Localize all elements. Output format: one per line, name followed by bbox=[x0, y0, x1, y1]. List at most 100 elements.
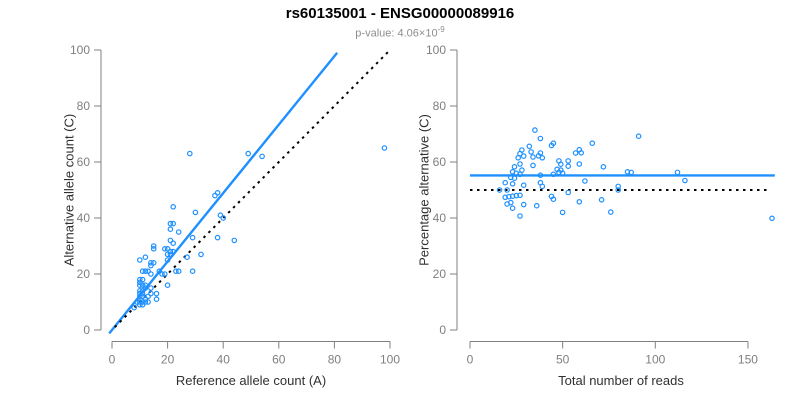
y-tick-label: 40 bbox=[77, 211, 91, 225]
data-point bbox=[674, 169, 681, 176]
right-y-axis-title: Percentage alternative (C) bbox=[416, 114, 432, 266]
data-point bbox=[220, 215, 227, 221]
data-point bbox=[175, 229, 182, 235]
data-point bbox=[137, 282, 143, 289]
y-tick-label: 40 bbox=[433, 211, 447, 225]
data-point bbox=[139, 293, 146, 300]
data-point bbox=[164, 282, 171, 289]
data-point bbox=[214, 190, 221, 196]
data-point bbox=[137, 279, 143, 286]
data-point bbox=[167, 248, 174, 255]
left-y-axis-title: Alternative allele count (C) bbox=[61, 113, 77, 267]
data-point bbox=[142, 299, 149, 305]
left-x-axis-title: Reference allele count (A) bbox=[175, 373, 327, 388]
data-point bbox=[142, 268, 149, 275]
data-point bbox=[139, 287, 146, 294]
data-point bbox=[148, 285, 154, 291]
data-point bbox=[173, 268, 179, 275]
data-point bbox=[139, 268, 146, 275]
data-point bbox=[628, 169, 635, 176]
chart-panel-0: 0 20 40 60 80 100 0 20 40 60 80 100 bbox=[70, 43, 400, 367]
data-point bbox=[137, 299, 143, 305]
data-point bbox=[142, 254, 149, 261]
y-tick-label: 80 bbox=[433, 99, 447, 113]
y-tick-label: 60 bbox=[433, 155, 447, 169]
data-point bbox=[142, 282, 149, 289]
data-point bbox=[139, 299, 146, 305]
y-tick-label: 60 bbox=[77, 155, 91, 169]
data-point bbox=[189, 234, 196, 241]
data-point bbox=[167, 237, 174, 244]
data-point bbox=[576, 199, 583, 205]
data-point bbox=[148, 290, 154, 297]
data-point bbox=[517, 213, 523, 219]
data-point bbox=[519, 147, 525, 153]
data-point bbox=[139, 301, 146, 308]
data-point bbox=[192, 209, 199, 216]
data-point bbox=[137, 293, 143, 300]
data-point bbox=[148, 262, 154, 269]
data-point bbox=[496, 187, 503, 193]
data-point bbox=[520, 201, 527, 208]
data-point bbox=[682, 177, 688, 184]
x-tick-label: 100 bbox=[380, 353, 400, 367]
data-point bbox=[504, 187, 510, 193]
data-point bbox=[150, 259, 157, 266]
data-point bbox=[187, 150, 193, 157]
x-tick-label: 50 bbox=[556, 353, 570, 367]
x-tick-label: 40 bbox=[217, 353, 231, 367]
data-point bbox=[189, 268, 196, 275]
data-point bbox=[167, 220, 174, 227]
right-x-axis-title: Total number of reads bbox=[558, 373, 684, 388]
data-point bbox=[139, 282, 146, 289]
data-point bbox=[769, 215, 775, 222]
data-point bbox=[537, 135, 544, 142]
data-point bbox=[159, 271, 165, 277]
data-point bbox=[572, 150, 579, 156]
data-point bbox=[517, 192, 523, 199]
y-tick-label: 100 bbox=[426, 43, 446, 57]
data-point bbox=[139, 290, 146, 297]
data-point bbox=[530, 154, 536, 160]
x-tick-label: 0 bbox=[109, 353, 116, 367]
data-point bbox=[502, 194, 509, 201]
data-point bbox=[164, 246, 171, 252]
data-point bbox=[624, 169, 631, 175]
data-point bbox=[550, 196, 557, 203]
data-point bbox=[615, 187, 622, 193]
data-point bbox=[539, 155, 546, 161]
data-point bbox=[528, 149, 534, 155]
data-point bbox=[164, 251, 171, 258]
y-tick-label: 20 bbox=[433, 267, 447, 281]
data-point bbox=[578, 150, 585, 156]
data-point bbox=[170, 220, 177, 227]
data-point bbox=[245, 150, 252, 157]
data-point bbox=[153, 296, 160, 303]
data-point bbox=[137, 276, 143, 283]
data-point bbox=[137, 287, 143, 294]
x-tick-label: 0 bbox=[467, 353, 474, 367]
data-point bbox=[509, 193, 516, 200]
data-point bbox=[139, 276, 146, 283]
data-point bbox=[635, 133, 642, 140]
data-point bbox=[520, 182, 527, 189]
data-point bbox=[565, 158, 572, 164]
data-point bbox=[530, 162, 536, 169]
data-point bbox=[381, 145, 388, 151]
data-point bbox=[576, 161, 583, 167]
data-point bbox=[259, 153, 265, 160]
data-point bbox=[550, 171, 557, 178]
data-point bbox=[148, 271, 154, 277]
data-point bbox=[550, 140, 557, 147]
y-tick-label: 100 bbox=[70, 43, 90, 57]
data-point bbox=[537, 179, 544, 186]
data-point bbox=[137, 301, 143, 308]
data-point bbox=[600, 164, 607, 170]
data-point bbox=[513, 192, 520, 199]
data-point bbox=[198, 251, 204, 258]
y-tick-label: 0 bbox=[439, 323, 446, 337]
data-point bbox=[145, 299, 151, 305]
p-value-label: p-value: 4.06×10 bbox=[355, 27, 438, 40]
